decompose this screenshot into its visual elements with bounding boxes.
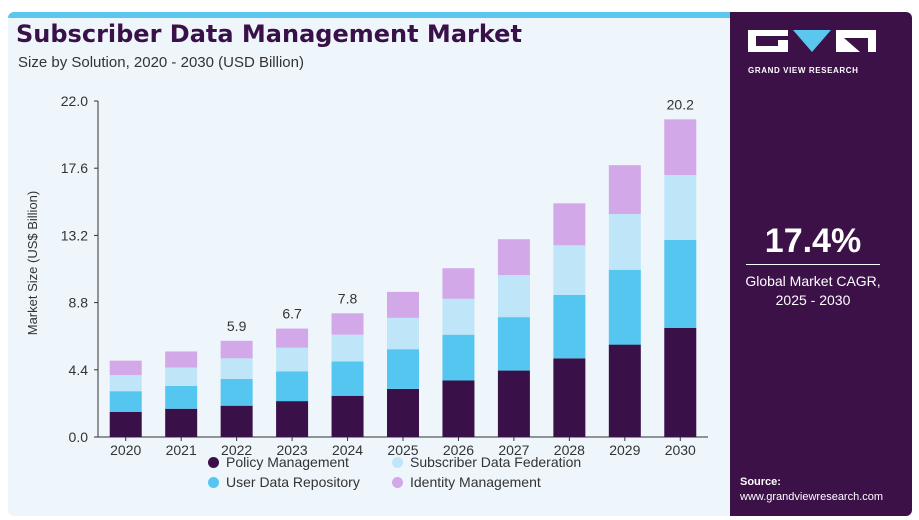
legend-swatch-subscriber-data-federation — [392, 456, 403, 468]
data-label-2023: 6.7 — [282, 306, 302, 322]
bar-user-data-repository-2022 — [220, 378, 253, 406]
bar-identity-management-2028 — [553, 203, 586, 246]
bar-user-data-repository-2026 — [442, 334, 475, 381]
brand-name: GRAND VIEW RESEARCH — [748, 66, 859, 75]
bar-identity-management-2027 — [497, 239, 530, 276]
x-tick-label-2028: 2028 — [554, 442, 585, 458]
bar-subscriber-data-federation-2020 — [109, 375, 142, 392]
bar-user-data-repository-2024 — [331, 361, 364, 396]
bar-policy-management-2023 — [276, 401, 309, 437]
y-axis-title: Market Size (US$ Billion) — [25, 191, 40, 336]
y-tick-label: 8.8 — [69, 295, 89, 311]
bar-identity-management-2030 — [664, 119, 697, 176]
x-tick-label-2023: 2023 — [277, 442, 308, 458]
data-label-2022: 5.9 — [227, 318, 247, 334]
legend-item-policy-management: Policy Management — [208, 454, 349, 470]
x-tick-label-2025: 2025 — [387, 442, 418, 458]
y-tick-label: 13.2 — [61, 227, 88, 243]
cagr-value: 17.4% — [764, 222, 862, 260]
bar-policy-management-2029 — [608, 344, 641, 437]
data-label-2030: 20.2 — [667, 96, 694, 112]
gvr-logo-icon — [748, 30, 876, 52]
bar-policy-management-2020 — [109, 411, 142, 437]
x-tick-label-2024: 2024 — [332, 442, 363, 458]
bar-subscriber-data-federation-2021 — [165, 367, 198, 386]
x-tick-label-2030: 2030 — [665, 442, 696, 458]
bar-subscriber-data-federation-2026 — [442, 298, 475, 335]
cagr-label-line2: 2025 - 2030 — [775, 292, 851, 308]
page-subtitle: Size by Solution, 2020 - 2030 (USD Billi… — [18, 54, 304, 71]
x-tick-label-2022: 2022 — [221, 442, 252, 458]
bar-subscriber-data-federation-2030 — [664, 175, 697, 240]
legend-label-subscriber-data-federation: Subscriber Data Federation — [410, 454, 582, 470]
cagr-divider — [746, 264, 880, 265]
bar-user-data-repository-2027 — [497, 317, 530, 371]
bar-subscriber-data-federation-2022 — [220, 358, 253, 379]
page-title: Subscriber Data Management Market — [16, 20, 522, 48]
bar-user-data-repository-2023 — [276, 371, 309, 402]
legend-label-identity-management: Identity Management — [410, 474, 541, 490]
y-tick-label: 22.0 — [61, 93, 88, 109]
legend-swatch-user-data-repository — [208, 476, 219, 488]
x-tick-label-2029: 2029 — [609, 442, 640, 458]
bar-identity-management-2022 — [220, 340, 253, 359]
y-tick-label: 17.6 — [61, 160, 88, 176]
bar-user-data-repository-2029 — [608, 269, 641, 345]
legend-item-subscriber-data-federation: Subscriber Data Federation — [392, 454, 581, 470]
bar-subscriber-data-federation-2023 — [276, 347, 309, 372]
x-tick-label-2021: 2021 — [166, 442, 197, 458]
bar-user-data-repository-2025 — [387, 349, 419, 389]
bar-subscriber-data-federation-2028 — [553, 245, 586, 295]
x-tick-label-2027: 2027 — [498, 442, 529, 458]
legend-label-user-data-repository: User Data Repository — [226, 474, 360, 490]
bar-identity-management-2020 — [109, 360, 142, 376]
bar-policy-management-2026 — [442, 380, 475, 437]
bar-user-data-repository-2030 — [664, 239, 697, 328]
bar-policy-management-2025 — [387, 388, 419, 437]
legend-item-identity-management: Identity Management — [392, 474, 541, 490]
legend-swatch-policy-management — [208, 456, 219, 468]
bar-subscriber-data-federation-2024 — [331, 334, 364, 362]
source-label: Source: — [740, 476, 781, 488]
data-label-2024: 7.8 — [338, 290, 358, 306]
bar-user-data-repository-2021 — [165, 385, 198, 409]
bar-identity-management-2025 — [387, 291, 419, 318]
legend-label-policy-management: Policy Management — [226, 454, 349, 470]
accent-bar — [8, 12, 730, 18]
bar-identity-management-2023 — [276, 328, 309, 348]
bar-policy-management-2027 — [497, 370, 530, 437]
x-tick-label-2020: 2020 — [110, 442, 141, 458]
bar-subscriber-data-federation-2025 — [387, 317, 419, 350]
legend-swatch-identity-management — [392, 476, 403, 488]
source-url[interactable]: www.grandviewresearch.com — [740, 491, 884, 503]
y-tick-label: 4.4 — [69, 362, 89, 378]
legend-item-user-data-repository: User Data Repository — [208, 474, 360, 490]
bar-policy-management-2030 — [664, 327, 697, 437]
bar-identity-management-2021 — [165, 351, 198, 368]
x-tick-label-2026: 2026 — [443, 442, 474, 458]
bar-identity-management-2024 — [331, 313, 364, 335]
bar-policy-management-2021 — [165, 408, 198, 437]
cagr-label: Global Market CAGR, 2025 - 2030 — [722, 272, 904, 310]
bar-user-data-repository-2028 — [553, 294, 586, 359]
bar-identity-management-2026 — [442, 268, 475, 299]
bar-policy-management-2028 — [553, 358, 586, 437]
cagr-label-line1: Global Market CAGR, — [745, 273, 881, 289]
bar-subscriber-data-federation-2027 — [497, 275, 530, 318]
y-tick-label: 0.0 — [69, 429, 89, 445]
bar-policy-management-2022 — [220, 405, 253, 437]
bar-subscriber-data-federation-2029 — [608, 214, 641, 270]
bar-identity-management-2029 — [608, 165, 641, 215]
bar-user-data-repository-2020 — [109, 391, 142, 412]
bar-policy-management-2024 — [331, 395, 364, 437]
